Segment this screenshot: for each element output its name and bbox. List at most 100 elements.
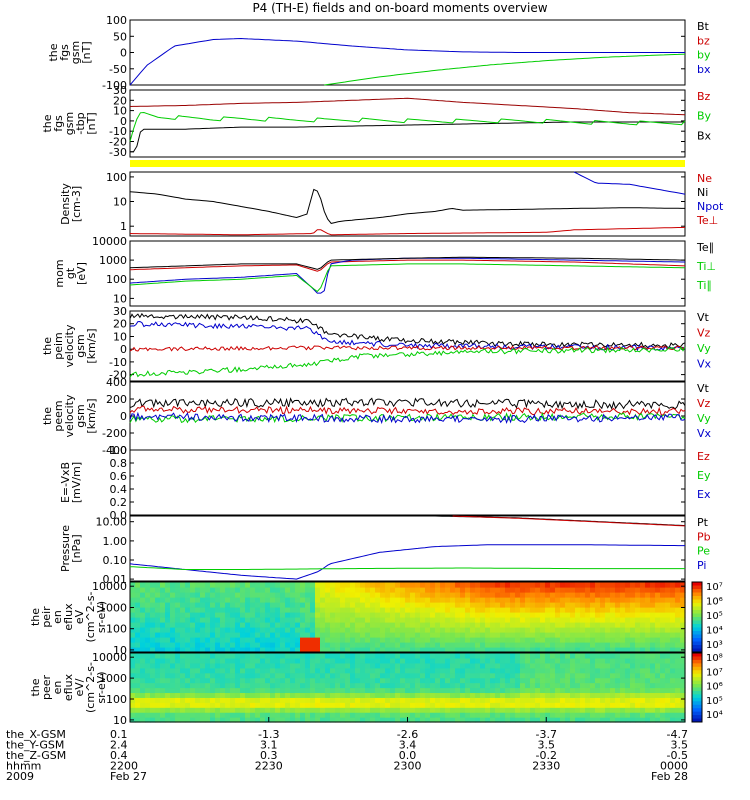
heatmap-cell xyxy=(455,712,461,718)
heatmap-cell xyxy=(365,582,371,588)
heatmap-cell xyxy=(435,687,441,694)
heatmap-cell xyxy=(465,662,471,669)
heatmap-cell xyxy=(295,702,301,708)
heatmap-cell xyxy=(145,707,151,713)
y-tick-label: -50 xyxy=(109,63,127,76)
heatmap-cell xyxy=(540,622,546,628)
heatmap-cell xyxy=(445,642,451,648)
heatmap-cell xyxy=(200,662,206,669)
colorbar-step xyxy=(692,701,702,706)
heatmap-cell xyxy=(290,692,296,698)
heatmap-cell xyxy=(245,597,251,603)
heatmap-cell xyxy=(460,712,466,718)
heatmap-cell xyxy=(510,687,516,694)
heatmap-cell xyxy=(650,597,656,603)
heatmap-cell xyxy=(655,692,661,698)
heatmap-cell xyxy=(455,707,461,713)
heatmap-cell xyxy=(250,612,256,618)
heatmap-cell xyxy=(460,692,466,698)
heatmap-cell xyxy=(640,632,646,638)
heatmap-cell xyxy=(265,717,271,723)
heatmap-cell xyxy=(210,632,216,638)
heatmap-cell xyxy=(605,717,611,723)
heatmap-cell xyxy=(340,672,346,679)
heatmap-cell xyxy=(185,622,191,628)
heatmap-cell xyxy=(530,602,536,608)
heatmap-cell xyxy=(560,622,566,628)
heatmap-cell xyxy=(375,592,381,598)
heatmap-cell xyxy=(655,637,661,643)
heatmap-cell xyxy=(665,697,671,703)
heatmap-cell xyxy=(350,653,356,659)
heatmap-cell xyxy=(250,587,256,593)
heatmap-cell xyxy=(340,612,346,618)
heatmap-cell xyxy=(510,612,516,618)
heatmap-cell xyxy=(480,612,486,618)
heatmap-cell xyxy=(295,597,301,603)
heatmap-cell xyxy=(645,697,651,703)
heatmap-cell xyxy=(225,617,231,623)
heatmap-cell xyxy=(290,587,296,593)
heatmap-cell xyxy=(645,587,651,593)
heatmap-cell xyxy=(245,592,251,598)
heatmap-cell xyxy=(155,653,161,659)
heatmap-cell xyxy=(345,702,351,708)
heatmap-cell xyxy=(535,582,541,588)
heatmap-cell xyxy=(465,582,471,588)
heatmap-cell xyxy=(440,602,446,608)
heatmap-cell xyxy=(490,592,496,598)
heatmap-cell xyxy=(210,637,216,643)
heatmap-cell xyxy=(255,622,261,628)
heatmap-cell xyxy=(650,592,656,598)
heatmap-cell xyxy=(290,597,296,603)
heatmap-cell xyxy=(425,672,431,679)
heatmap-cell xyxy=(520,702,526,708)
heatmap-cell xyxy=(420,653,426,659)
heatmap-cell xyxy=(625,662,631,669)
heatmap-cell xyxy=(530,632,536,638)
heatmap-cell xyxy=(485,607,491,613)
heatmap-cell xyxy=(615,632,621,638)
heatmap-cell xyxy=(300,647,306,653)
heatmap-cell xyxy=(395,702,401,708)
y-axis-label-line: peer xyxy=(40,675,53,701)
heatmap-cell xyxy=(380,653,386,659)
heatmap-cell xyxy=(510,712,516,718)
y-tick-label: 100 xyxy=(106,171,127,184)
heatmap-cell xyxy=(600,677,606,684)
heatmap-cell xyxy=(430,587,436,593)
heatmap-cell xyxy=(265,677,271,684)
heatmap-cell xyxy=(310,653,316,659)
heatmap-cell xyxy=(415,712,421,718)
heatmap-cell xyxy=(220,662,226,669)
heatmap-cell xyxy=(200,607,206,613)
heatmap-cell xyxy=(235,602,241,608)
heatmap-cell xyxy=(510,642,516,648)
heatmap-cell xyxy=(390,627,396,633)
panel-frame xyxy=(129,581,686,653)
legend-entry: Vy xyxy=(697,412,711,425)
heatmap-cell xyxy=(215,642,221,648)
heatmap-cell xyxy=(365,617,371,623)
heatmap-cell xyxy=(590,612,596,618)
heatmap-cell xyxy=(565,612,571,618)
heatmap-cell xyxy=(460,632,466,638)
heatmap-cell xyxy=(670,657,676,664)
heatmap-cell xyxy=(470,692,476,698)
legend-entry: Vt xyxy=(697,311,710,324)
heatmap-cell xyxy=(565,717,571,723)
heatmap-cell xyxy=(500,647,506,653)
heatmap-cell xyxy=(545,582,551,588)
heatmap-cell xyxy=(405,627,411,633)
heatmap-cell xyxy=(670,592,676,598)
heatmap-cell xyxy=(610,622,616,628)
heatmap-cell xyxy=(475,657,481,664)
heatmap-cell xyxy=(275,612,281,618)
heatmap-cell xyxy=(605,607,611,613)
heatmap-cell xyxy=(650,657,656,664)
heatmap-cell xyxy=(395,632,401,638)
heatmap-cell xyxy=(645,702,651,708)
heatmap-cell xyxy=(510,662,516,669)
series-Te2-line xyxy=(129,263,686,293)
heatmap-cell xyxy=(310,627,316,633)
